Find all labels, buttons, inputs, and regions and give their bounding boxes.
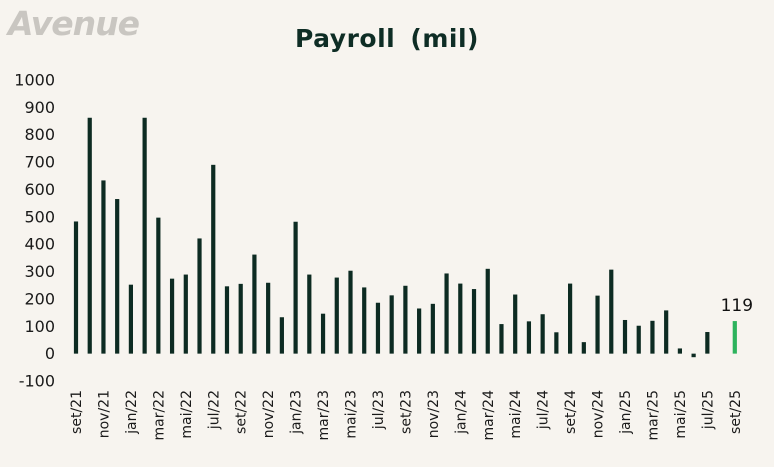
data-label-last: 119 (721, 296, 753, 316)
bar (691, 353, 696, 358)
bar (389, 295, 394, 354)
y-tick-label: 400 (24, 235, 55, 254)
bar (458, 283, 463, 354)
bar (87, 117, 92, 354)
x-axis: set/21 nov/21 jan/22 mar/22 mai/22 jul/22 set/… (69, 390, 744, 441)
x-tick-label: set/21 (69, 390, 85, 434)
bar (266, 282, 271, 354)
bar (568, 283, 573, 354)
bar (279, 317, 284, 354)
bar (485, 268, 490, 354)
y-tick-label: 300 (24, 262, 55, 281)
bar (197, 238, 202, 354)
bar (526, 321, 532, 354)
bar (677, 348, 682, 354)
x-tick-label: set/23 (398, 390, 414, 434)
bar (664, 310, 669, 354)
bar (101, 180, 106, 354)
bar (128, 284, 133, 354)
y-tick-label: 900 (24, 98, 55, 117)
bar (650, 320, 655, 354)
brand-logo: Avenue (8, 4, 140, 43)
x-tick-label: jan/23 (289, 390, 305, 435)
bar (320, 313, 326, 354)
y-tick-label: 800 (24, 125, 55, 144)
bar (169, 278, 175, 354)
bar (362, 287, 367, 354)
bar (417, 308, 422, 354)
y-tick-label: 700 (24, 153, 55, 172)
x-tick-label: nov/24 (591, 390, 607, 438)
bar (293, 221, 298, 354)
bar (636, 325, 641, 354)
x-tick-label: mai/22 (179, 390, 195, 439)
bar (115, 199, 120, 354)
bar (554, 332, 559, 354)
y-tick-label: 200 (24, 289, 55, 308)
bar (211, 164, 216, 354)
bar (499, 324, 504, 354)
x-tick-label: set/22 (234, 390, 250, 434)
bar (334, 277, 339, 354)
bar (224, 286, 230, 354)
x-tick-label: mar/25 (645, 390, 661, 441)
x-tick-label: jan/22 (124, 390, 140, 435)
bar (238, 283, 243, 354)
bar (252, 254, 257, 354)
x-tick-label: mar/22 (151, 390, 167, 441)
x-tick-label: nov/23 (426, 390, 442, 438)
x-tick-label: set/25 (728, 390, 744, 434)
x-tick-label: jul/24 (536, 390, 552, 430)
data-labels: 119 (721, 296, 753, 316)
x-tick-label: nov/21 (96, 390, 112, 438)
bar (705, 332, 710, 354)
bar (73, 221, 79, 354)
x-tick-label: jan/25 (618, 390, 634, 435)
bar (183, 274, 188, 354)
x-tick-label: mar/23 (316, 390, 332, 441)
y-tick-label: -100 (19, 372, 55, 391)
bar (609, 269, 614, 354)
bar (513, 294, 518, 354)
bar (375, 302, 381, 354)
bar (307, 274, 312, 354)
x-tick-label: jul/23 (371, 390, 387, 430)
bar (348, 270, 353, 354)
x-tick-label: mar/24 (481, 390, 497, 441)
bar (430, 303, 435, 354)
x-tick-label: mai/25 (673, 390, 689, 439)
x-tick-label: jul/25 (700, 390, 716, 430)
chart-title: Payroll (mil) (295, 24, 479, 53)
x-tick-label: nov/22 (261, 390, 277, 438)
bar (471, 289, 477, 354)
bars (73, 117, 737, 358)
bar (581, 342, 586, 354)
bar (403, 285, 408, 354)
x-tick-label: jan/24 (453, 390, 469, 435)
bar (622, 319, 628, 354)
bar-highlight (732, 321, 737, 354)
bar (595, 295, 600, 354)
y-tick-label: 100 (24, 317, 55, 336)
y-tick-label: 600 (24, 180, 55, 199)
x-tick-label: jul/22 (206, 390, 222, 430)
bar (142, 117, 147, 354)
x-tick-label: set/24 (563, 390, 579, 434)
x-tick-label: mai/23 (344, 390, 360, 439)
bar (444, 273, 449, 354)
bar (540, 314, 545, 354)
y-tick-label: 500 (24, 207, 55, 226)
x-tick-label: mai/24 (508, 390, 524, 439)
bar (156, 217, 161, 354)
y-tick-label: 1000 (14, 71, 55, 90)
y-tick-label: 0 (45, 344, 55, 363)
